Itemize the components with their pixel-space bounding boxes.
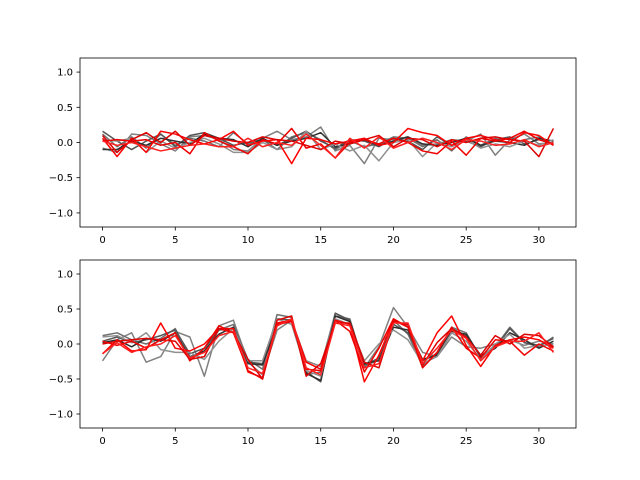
y-tick-label: 1.0 xyxy=(57,68,73,79)
y-tick-label: −1.0 xyxy=(49,208,73,219)
x-tick-label: 15 xyxy=(314,235,327,246)
x-tick-label: 20 xyxy=(387,436,400,447)
series-line-3 xyxy=(102,131,554,151)
series-line-5 xyxy=(101,127,554,165)
x-tick-label: 5 xyxy=(172,436,178,447)
y-tick-label: 0.5 xyxy=(57,103,73,114)
bottom-subplot: 0 5 10 15 20 25 30 −1.0 −0.5 0.0 0.5 1.0 xyxy=(49,259,577,447)
x-tick-label: 20 xyxy=(387,235,400,246)
y-tick-label: 0.5 xyxy=(57,305,73,316)
x-tick-label: 10 xyxy=(242,436,255,447)
x-tick-label: 5 xyxy=(172,235,178,246)
x-tick-label: 10 xyxy=(242,235,255,246)
x-tick-label: 0 xyxy=(99,235,105,246)
series-line-7 xyxy=(102,315,554,380)
y-tick-label: −1.0 xyxy=(49,410,73,421)
x-tick-label: 25 xyxy=(460,436,473,447)
x-tick-label: 15 xyxy=(314,436,327,447)
y-tick-label: 1.0 xyxy=(57,270,73,281)
x-tick-label: 25 xyxy=(460,235,473,246)
top-subplot: 0 5 10 15 20 25 30 −1.0 −0.5 0.0 0.5 1.0 xyxy=(49,57,577,246)
series-line-7 xyxy=(101,128,555,158)
series-line-8 xyxy=(102,133,554,159)
y-tick-label: −0.5 xyxy=(49,173,73,184)
x-tick-label: 30 xyxy=(533,436,546,447)
x-tick-label: 30 xyxy=(533,235,546,246)
x-tick-label: 0 xyxy=(99,436,105,447)
y-tick-label: 0.0 xyxy=(57,340,73,351)
y-tick-label: 0.0 xyxy=(57,138,73,149)
series-line-8 xyxy=(102,318,555,376)
y-tick-label: −0.5 xyxy=(49,375,73,386)
